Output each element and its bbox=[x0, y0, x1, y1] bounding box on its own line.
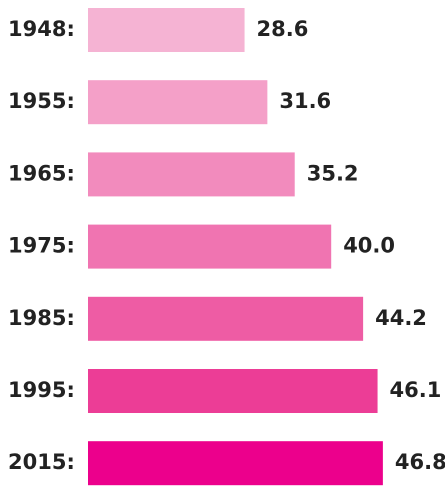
value-label: 44.2 bbox=[375, 306, 427, 330]
bar bbox=[88, 152, 295, 197]
category-label: 1985: bbox=[8, 306, 75, 330]
category-label: 2015: bbox=[8, 450, 75, 474]
value-label: 46.1 bbox=[390, 378, 442, 402]
value-label: 40.0 bbox=[343, 234, 395, 258]
value-label: 46.8 bbox=[395, 450, 445, 474]
category-label: 1965: bbox=[8, 161, 75, 185]
bar bbox=[88, 80, 268, 125]
category-label: 1955: bbox=[8, 89, 75, 113]
bar bbox=[88, 369, 378, 413]
bar bbox=[88, 8, 245, 52]
bar bbox=[88, 296, 364, 341]
bar bbox=[88, 441, 383, 486]
category-label: 1948: bbox=[8, 17, 75, 41]
category-label: 1975: bbox=[8, 234, 75, 258]
value-label: 28.6 bbox=[257, 17, 309, 41]
bar bbox=[88, 224, 332, 269]
value-label: 35.2 bbox=[307, 161, 359, 185]
value-label: 31.6 bbox=[279, 89, 331, 113]
category-label: 1995: bbox=[8, 378, 75, 402]
